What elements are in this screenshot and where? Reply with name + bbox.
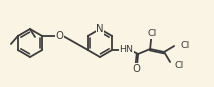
Text: O: O [55,31,63,41]
Text: Cl: Cl [174,62,183,70]
Text: HN: HN [119,44,133,54]
Text: O: O [132,64,140,74]
Text: N: N [96,24,104,34]
Text: Cl: Cl [147,29,157,39]
Text: Cl: Cl [180,41,189,50]
